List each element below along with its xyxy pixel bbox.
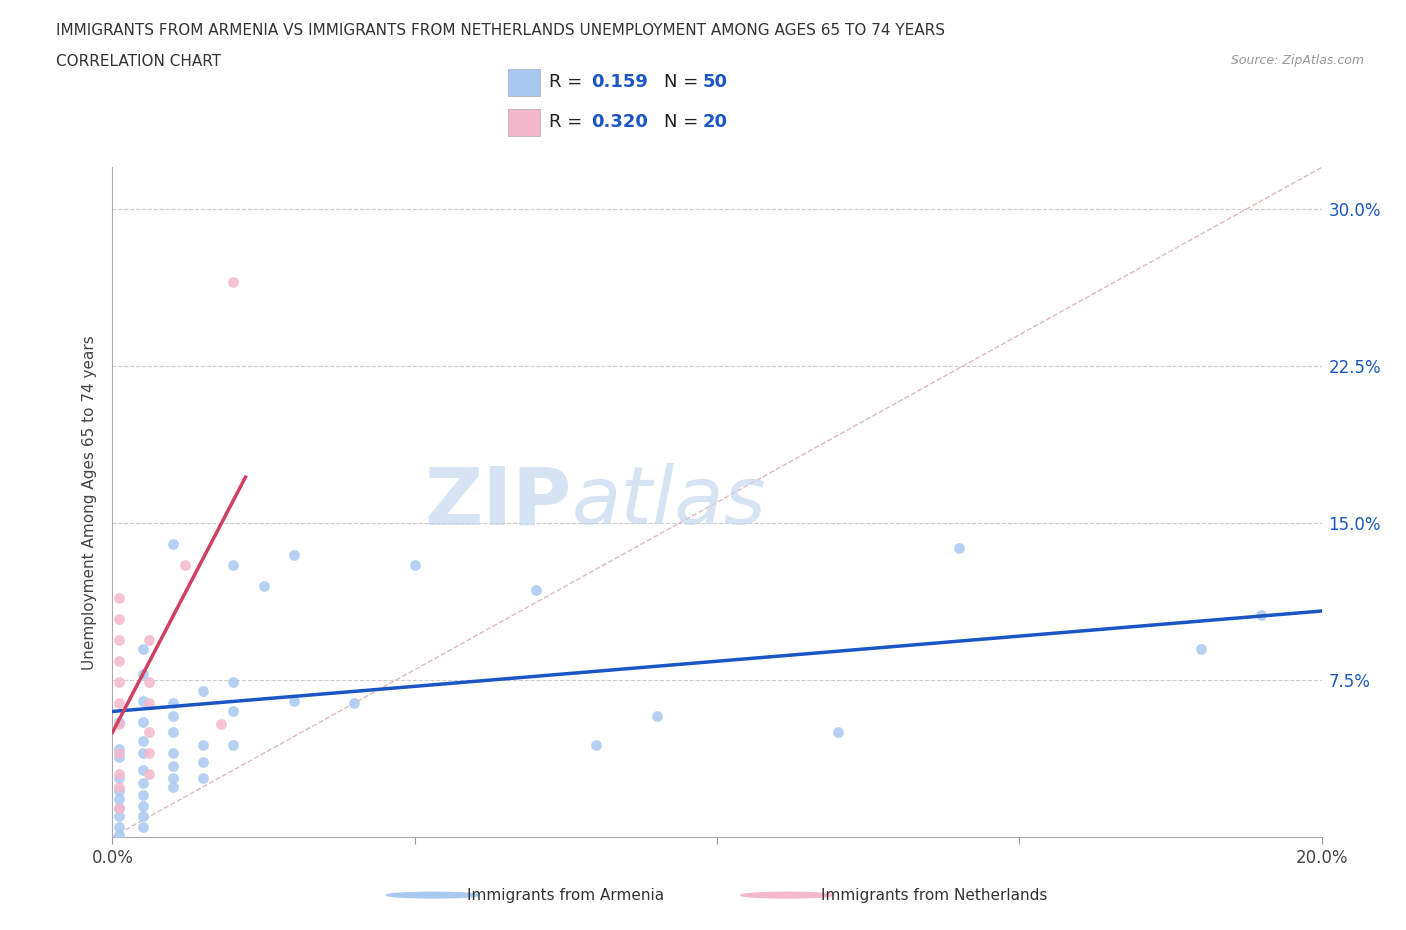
Point	[222, 275, 245, 290]
Point	[107, 675, 129, 690]
Point	[107, 742, 129, 757]
Point	[343, 696, 366, 711]
Point	[138, 633, 160, 648]
Text: R =: R =	[550, 73, 588, 91]
Point	[107, 819, 129, 834]
Point	[138, 746, 160, 761]
Point	[107, 800, 129, 815]
Point	[132, 809, 155, 824]
Point	[162, 709, 184, 724]
Point	[107, 771, 129, 786]
Point	[162, 779, 184, 794]
Point	[132, 714, 155, 729]
Point	[1189, 642, 1212, 657]
Point	[138, 725, 160, 740]
Point	[645, 709, 668, 724]
Text: 20: 20	[703, 113, 728, 131]
Point	[222, 675, 245, 690]
Point	[132, 819, 155, 834]
Text: R =: R =	[550, 113, 588, 131]
Point	[132, 776, 155, 790]
Point	[107, 783, 129, 798]
Point	[132, 798, 155, 813]
Point	[107, 654, 129, 669]
Point	[107, 714, 129, 729]
Text: Immigrants from Netherlands: Immigrants from Netherlands	[821, 887, 1047, 903]
Text: Source: ZipAtlas.com: Source: ZipAtlas.com	[1230, 54, 1364, 67]
Point	[107, 828, 129, 843]
Point	[107, 809, 129, 824]
Point	[222, 737, 245, 752]
Text: atlas: atlas	[572, 463, 766, 541]
Point	[253, 578, 276, 593]
Point	[132, 788, 155, 803]
Point	[107, 766, 129, 781]
Point	[162, 696, 184, 711]
Point	[948, 541, 970, 556]
Point	[132, 763, 155, 777]
Point	[107, 792, 129, 807]
Point	[138, 766, 160, 781]
Point	[827, 725, 849, 740]
Circle shape	[387, 892, 479, 898]
Point	[107, 746, 129, 761]
Text: N =: N =	[665, 113, 704, 131]
Text: N =: N =	[665, 73, 704, 91]
Point	[585, 737, 607, 752]
Point	[191, 771, 214, 786]
Point	[107, 612, 129, 627]
FancyBboxPatch shape	[508, 69, 540, 96]
Point	[283, 694, 305, 709]
Point	[162, 725, 184, 740]
Point	[132, 642, 155, 657]
Point	[138, 696, 160, 711]
Point	[138, 675, 160, 690]
Point	[191, 754, 214, 769]
Point	[107, 750, 129, 764]
Point	[162, 759, 184, 774]
Point	[107, 591, 129, 606]
Point	[107, 717, 129, 732]
Point	[107, 696, 129, 711]
Text: IMMIGRANTS FROM ARMENIA VS IMMIGRANTS FROM NETHERLANDS UNEMPLOYMENT AMONG AGES 6: IMMIGRANTS FROM ARMENIA VS IMMIGRANTS FR…	[56, 23, 945, 38]
Text: 50: 50	[703, 73, 728, 91]
Point	[132, 667, 155, 682]
Point	[162, 771, 184, 786]
Point	[162, 746, 184, 761]
Circle shape	[741, 892, 834, 898]
Point	[209, 717, 232, 732]
Point	[132, 746, 155, 761]
Point	[132, 694, 155, 709]
FancyBboxPatch shape	[508, 109, 540, 136]
Point	[404, 558, 426, 573]
Point	[283, 547, 305, 562]
Text: CORRELATION CHART: CORRELATION CHART	[56, 54, 221, 69]
Point	[107, 633, 129, 648]
Point	[162, 537, 184, 551]
Point	[107, 800, 129, 815]
Point	[107, 779, 129, 794]
Point	[174, 558, 197, 573]
Text: 0.159: 0.159	[591, 73, 648, 91]
Point	[222, 704, 245, 719]
Point	[191, 683, 214, 698]
Text: ZIP: ZIP	[425, 463, 572, 541]
Text: Immigrants from Armenia: Immigrants from Armenia	[467, 887, 664, 903]
Point	[191, 737, 214, 752]
Y-axis label: Unemployment Among Ages 65 to 74 years: Unemployment Among Ages 65 to 74 years	[82, 335, 97, 670]
Point	[1250, 608, 1272, 623]
Point	[222, 558, 245, 573]
Point	[524, 582, 547, 598]
Point	[132, 733, 155, 748]
Text: 0.320: 0.320	[591, 113, 648, 131]
